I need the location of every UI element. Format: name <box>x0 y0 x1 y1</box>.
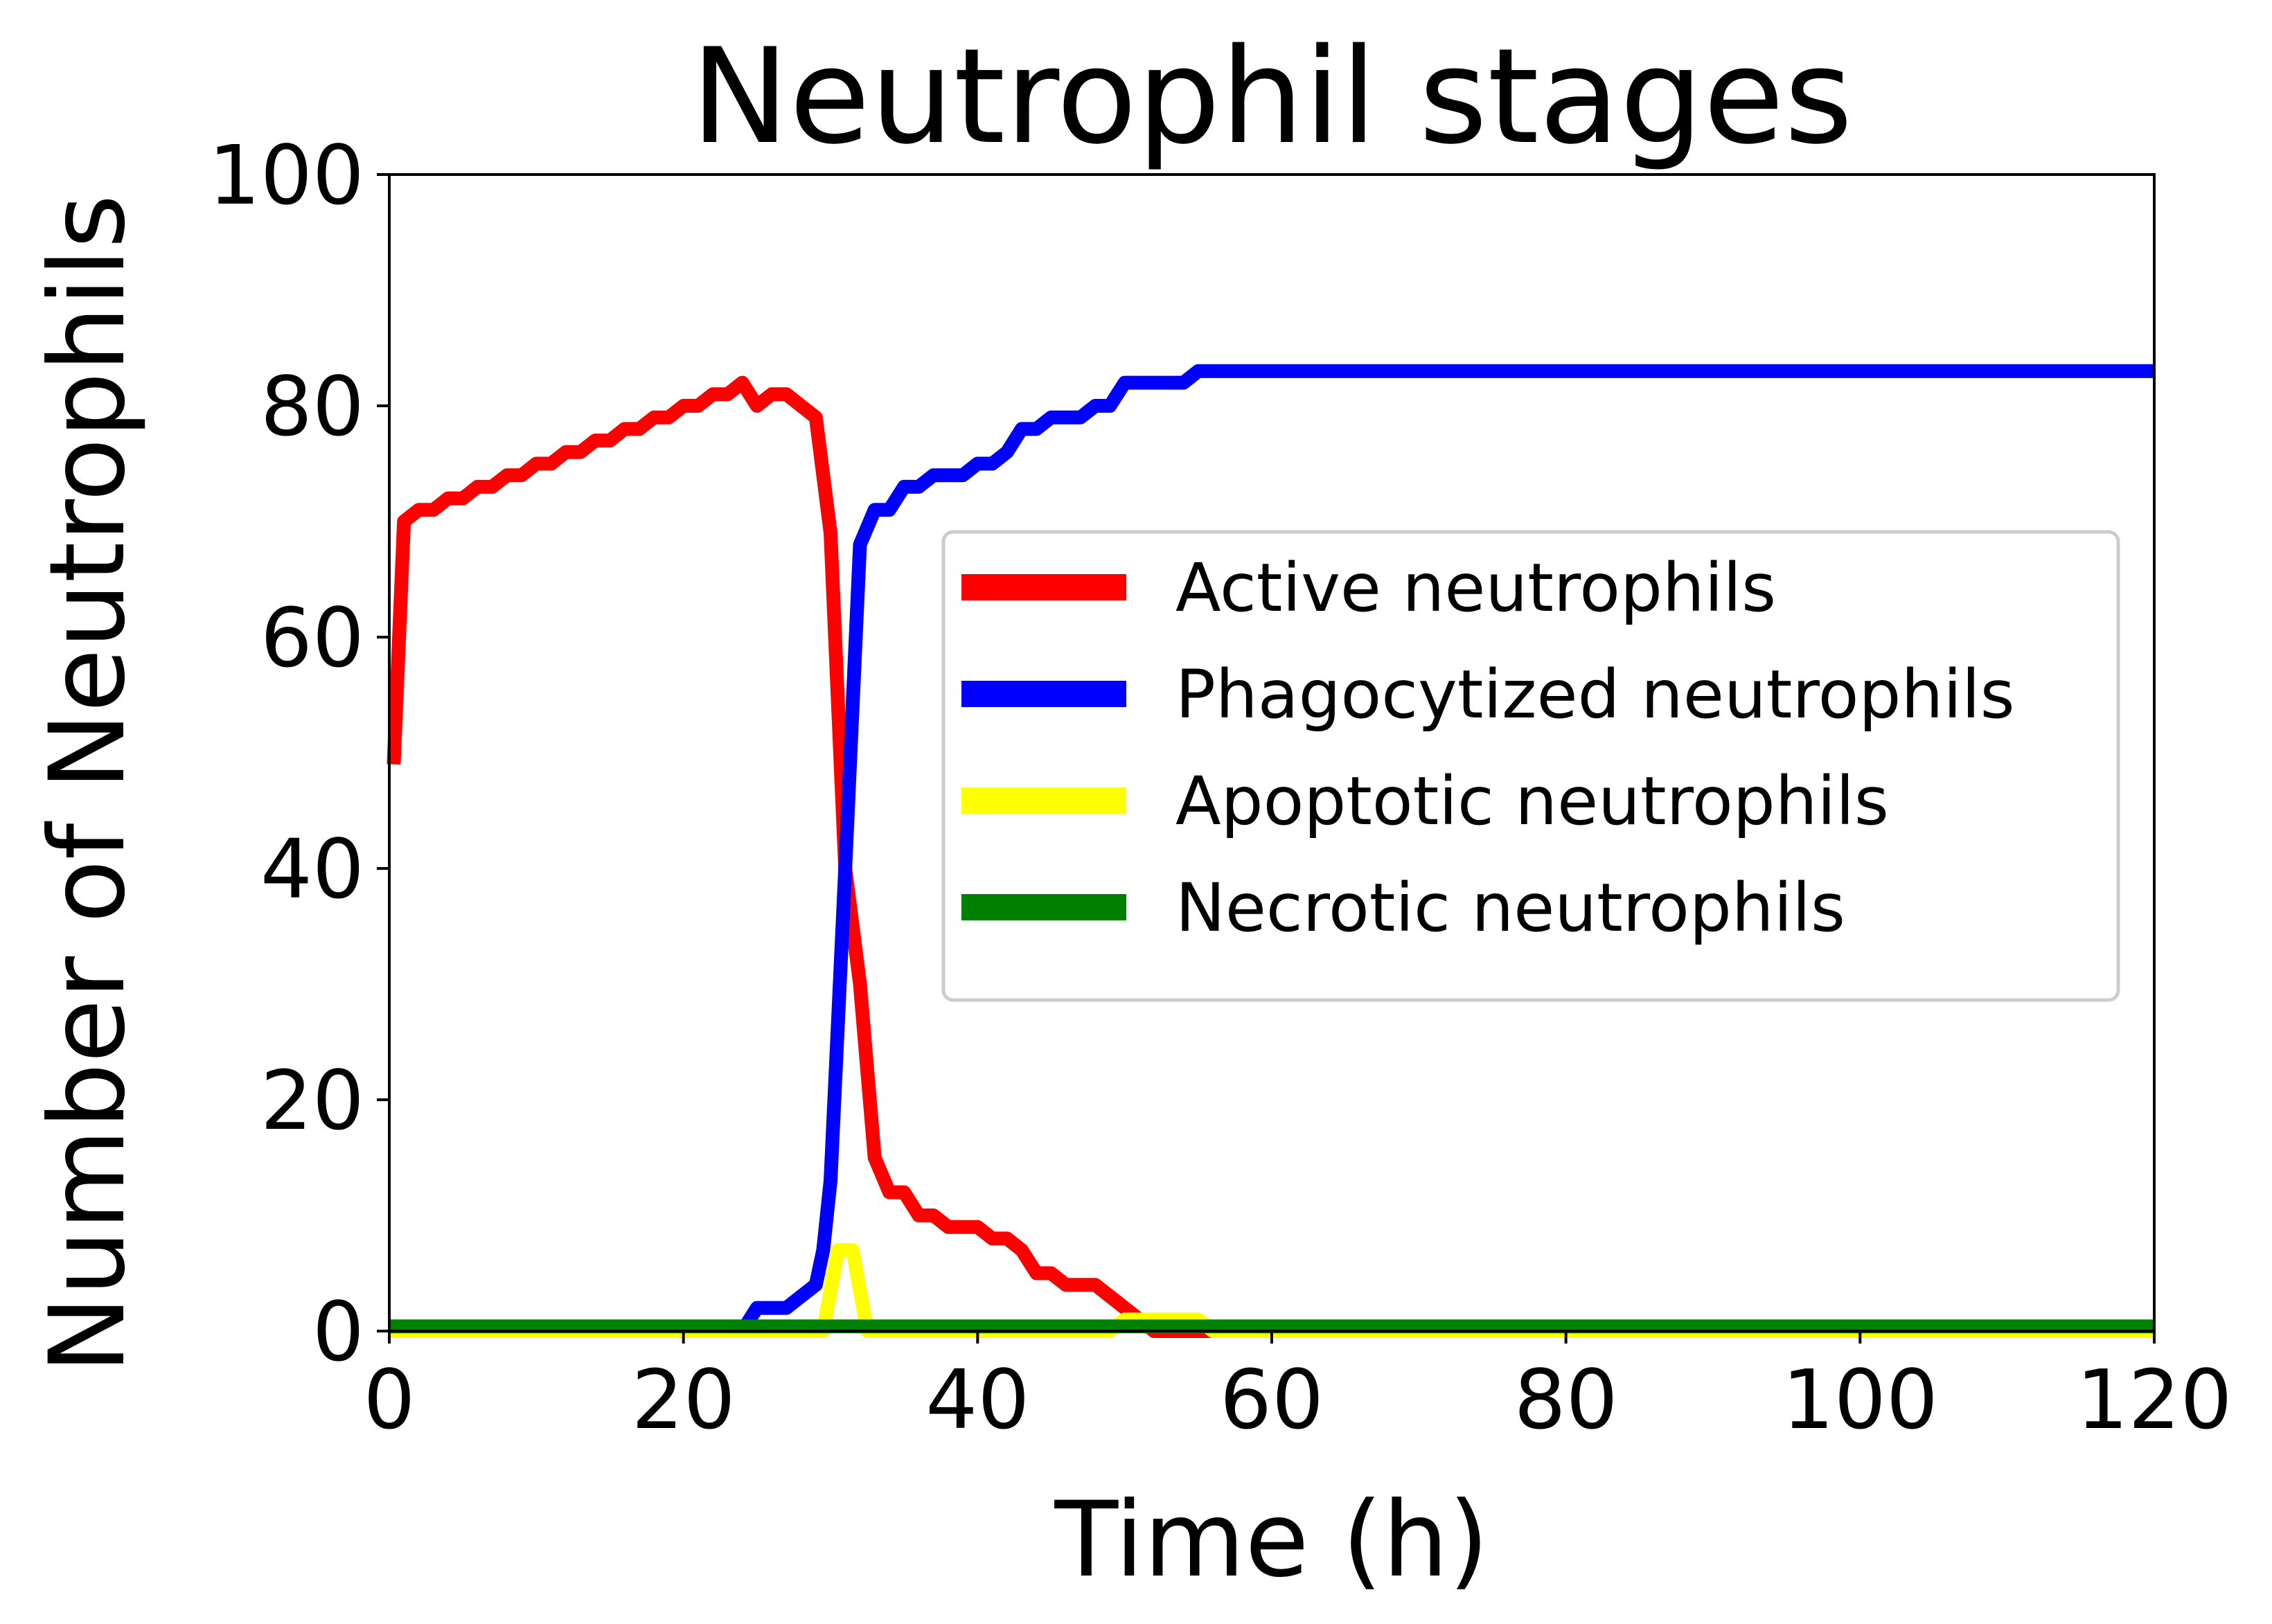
series-line-active-neutrophils <box>387 375 2154 1338</box>
y-tick-label: 100 <box>208 127 364 223</box>
y-axis-label: Number of Neutrophils <box>28 195 148 1374</box>
x-axis-label: Time (h) <box>1054 1480 1489 1600</box>
legend-label-necrotic-neutrophils: Necrotic neutrophils <box>1175 869 1845 947</box>
x-tick-label: 100 <box>1782 1352 1938 1447</box>
y-tick-label: 40 <box>260 821 364 917</box>
y-tick-label: 80 <box>260 359 364 454</box>
legend-label-active-neutrophils: Active neutrophils <box>1175 549 1776 627</box>
y-tick-label: 20 <box>260 1053 364 1148</box>
x-tick-label: 40 <box>925 1352 1029 1447</box>
y-tick-label: 0 <box>312 1284 364 1380</box>
legend-label-apoptotic-neutrophils: Apoptotic neutrophils <box>1175 762 1889 840</box>
x-tick-label: 60 <box>1220 1352 1324 1447</box>
legend-box <box>941 530 2120 1002</box>
series-line-phagocytized-neutrophils <box>389 364 2154 1338</box>
x-tick-label: 0 <box>363 1352 415 1447</box>
y-tick-label: 60 <box>260 590 364 686</box>
x-tick-label: 80 <box>1514 1352 1618 1447</box>
legend: Active neutrophils Phagocytized neutrophi… <box>941 530 2120 1002</box>
y-axis-ticks: 0 20 40 60 80 100 <box>208 127 389 1380</box>
x-tick-label: 120 <box>2076 1352 2232 1447</box>
chart-title: Neutrophil stages <box>691 20 1853 173</box>
legend-label-phagocytized-neutrophils: Phagocytized neutrophils <box>1175 656 2015 733</box>
x-axis-ticks: 0 20 40 60 80 100 120 <box>363 1331 2233 1447</box>
series-line-apoptotic-neutrophils <box>389 1243 2154 1338</box>
x-tick-label: 20 <box>632 1352 736 1447</box>
